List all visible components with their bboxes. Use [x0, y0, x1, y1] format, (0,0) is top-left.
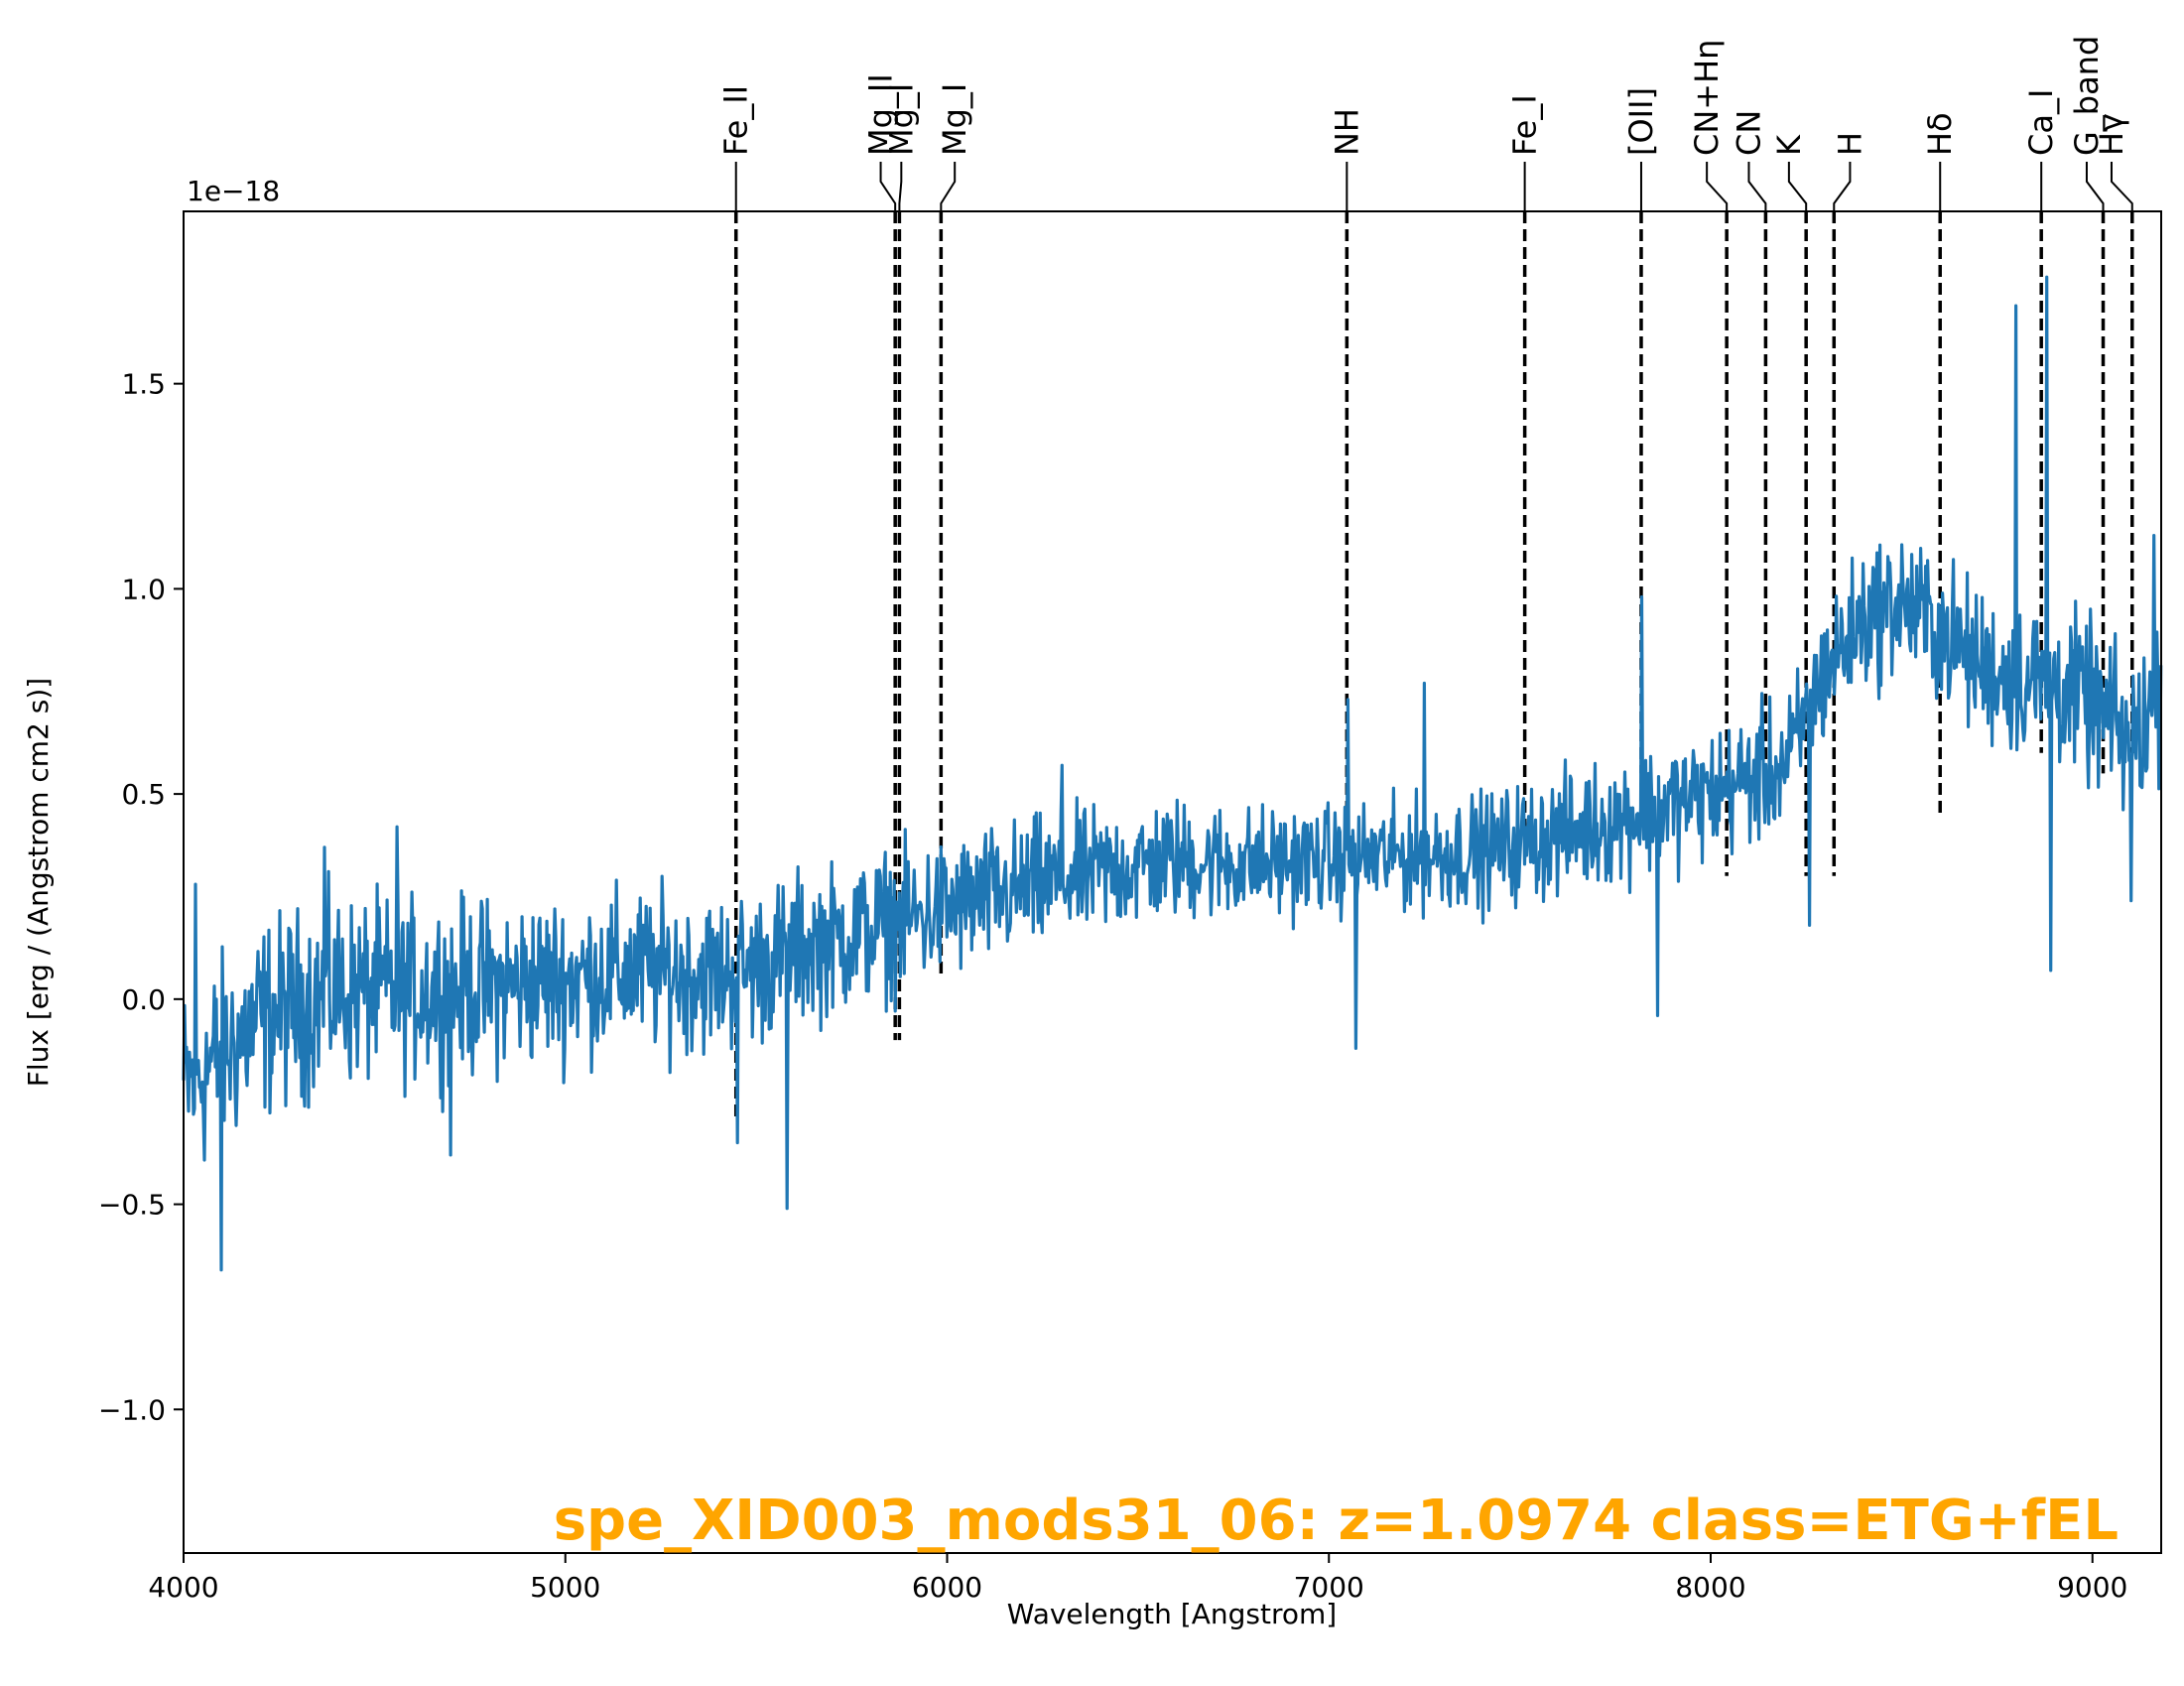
x-axis: 4000 5000 6000 7000 8000 9000	[148, 1553, 2127, 1604]
spectral-line-label: CN	[1730, 110, 1767, 156]
spectral-line-label: H	[1831, 132, 1868, 156]
spectral-line-label: Fe_II	[717, 85, 755, 156]
label-leader-line	[2085, 162, 2105, 211]
label-leader-line	[1747, 162, 1767, 211]
y-tick-label: 0.5	[121, 778, 166, 811]
spectral-line-label: K	[1770, 134, 1808, 156]
spectral-line-label: [OII]	[1622, 87, 1660, 156]
label-leader-line	[898, 162, 903, 211]
spectral-line-label: Mg_I	[936, 83, 973, 156]
spectrum-annotation: spe_XID003_mods31_06: z=1.0974 class=ETG…	[554, 1489, 2119, 1553]
spectral-line-label: Mg_II	[862, 73, 900, 156]
y-tick-label: −0.5	[98, 1189, 166, 1222]
y-tick-label: 1.5	[121, 368, 166, 401]
spectral-line-label: Mg_I	[882, 83, 920, 156]
spectrum-series	[182, 275, 2163, 1272]
y-tick-label: 0.0	[121, 983, 166, 1016]
label-leader-line	[2110, 162, 2133, 211]
label-leader-line	[1833, 162, 1852, 211]
plot-frame	[183, 210, 2162, 1554]
spectral-line-label: G_band	[2068, 36, 2106, 156]
y-tick-label: −1.0	[98, 1393, 166, 1426]
x-tick-label: 8000	[1675, 1571, 1745, 1604]
x-tick-label: 6000	[912, 1571, 982, 1604]
spectral-line-label: Hγ	[2093, 113, 2130, 156]
x-tick-label: 4000	[148, 1571, 218, 1604]
y-offset-label: 1e−18	[187, 175, 280, 207]
spectral-line-label: Ca_I	[2022, 89, 2060, 156]
plot-background	[184, 211, 2161, 1553]
label-leader-line	[879, 162, 897, 211]
spectral-line-label: Hδ	[1921, 112, 1959, 156]
label-leader-line	[1706, 162, 1729, 211]
x-tick-label: 7000	[1294, 1571, 1364, 1604]
spectrum-line	[182, 275, 2163, 1272]
label-leader-line	[940, 162, 957, 211]
spectral-line-label: Fe_I	[1506, 94, 1544, 156]
label-leader-line	[1787, 162, 1808, 211]
x-tick-label: 9000	[2057, 1571, 2127, 1604]
y-tick-label: 1.0	[121, 573, 166, 605]
x-axis-label: Wavelength [Angstrom]	[1007, 1598, 1337, 1630]
spectral-line-label: CN+Hη	[1688, 40, 1726, 156]
y-axis: −1.0 −0.5 0.0 0.5 1.0 1.5	[98, 368, 184, 1426]
y-axis-label: Flux [erg / (Angstrom cm2 s)]	[22, 678, 55, 1087]
spectral-line-label: NH	[1328, 108, 1365, 156]
x-tick-label: 5000	[530, 1571, 600, 1604]
